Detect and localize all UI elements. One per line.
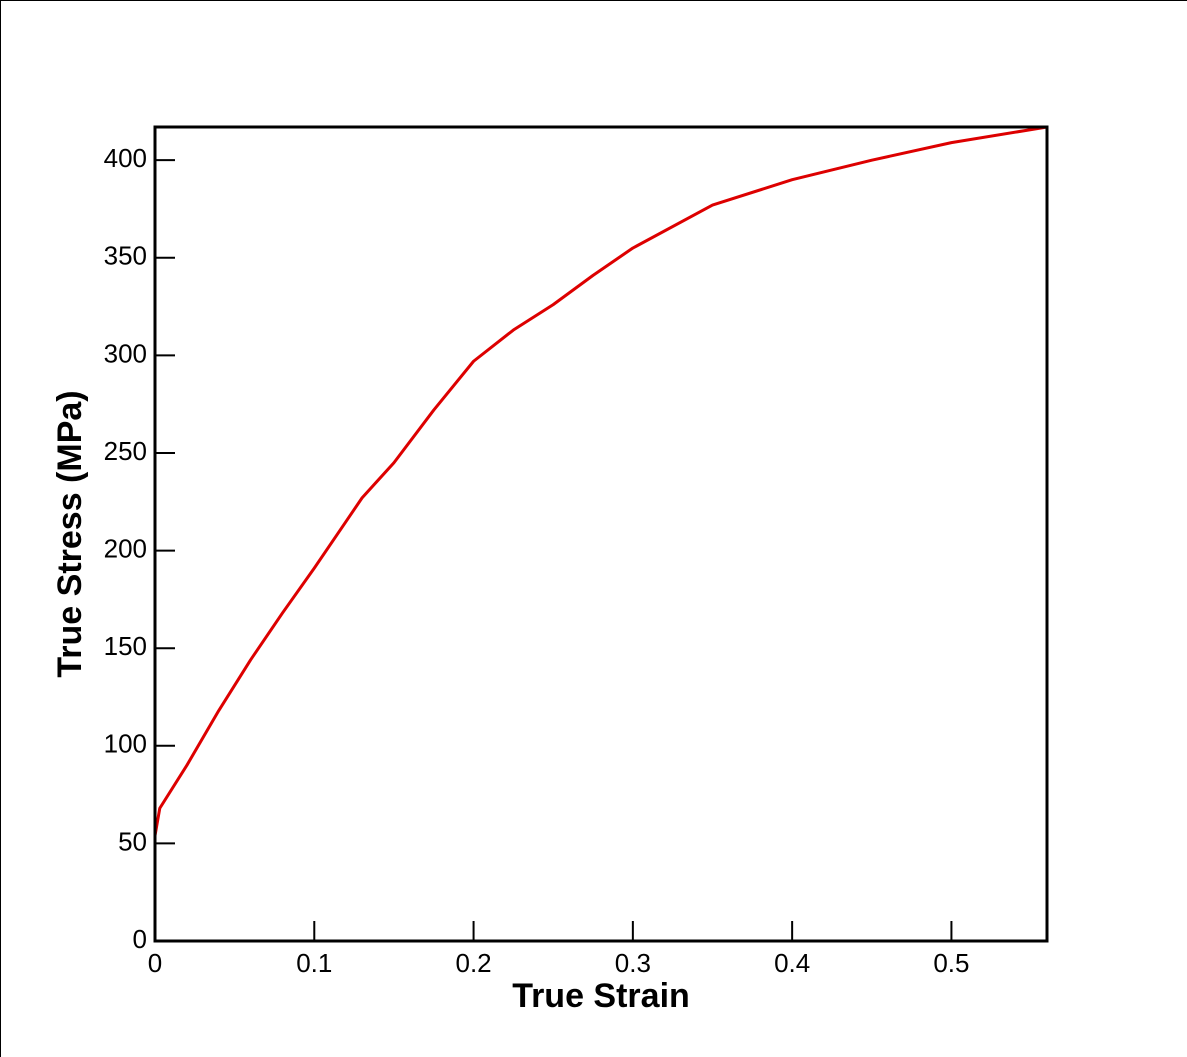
y-tick-label: 400 [104, 143, 147, 173]
x-tick-label: 0.3 [615, 948, 651, 978]
x-axis-label: True Strain [512, 977, 690, 1015]
y-tick-label: 350 [104, 241, 147, 271]
y-tick-label: 150 [104, 631, 147, 661]
x-tick-label: 0.5 [933, 948, 969, 978]
x-tick-label: 0 [148, 948, 162, 978]
plot-frame [153, 125, 1049, 943]
x-tick-label: 0.1 [296, 948, 332, 978]
y-axis-label: True Stress (MPa) [51, 390, 89, 677]
y-tick-label: 50 [118, 826, 147, 856]
y-tick-label: 0 [133, 924, 147, 954]
y-tick-label: 250 [104, 436, 147, 466]
data-line [153, 125, 1048, 836]
y-tick-label: 200 [104, 533, 147, 563]
y-tick-label: 100 [104, 729, 147, 759]
x-tick-label: 0.2 [455, 948, 491, 978]
y-tick-label: 300 [104, 338, 147, 368]
x-tick-label: 0.4 [774, 948, 810, 978]
